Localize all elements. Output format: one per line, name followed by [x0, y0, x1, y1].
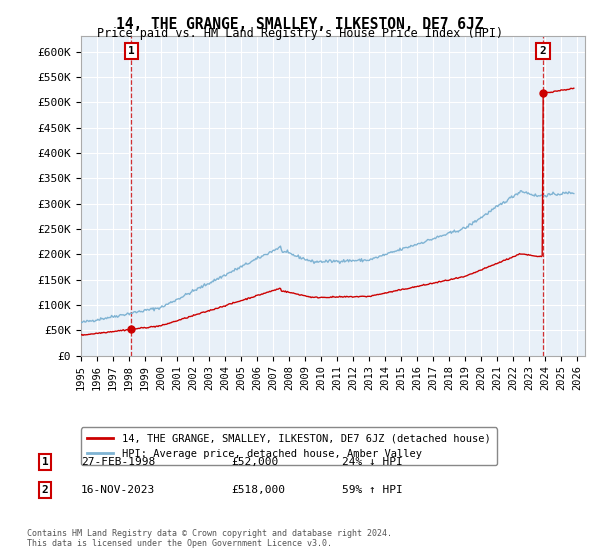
- Text: 1: 1: [128, 46, 135, 56]
- Text: 2: 2: [41, 485, 49, 495]
- Text: 27-FEB-1998: 27-FEB-1998: [81, 457, 155, 467]
- Text: £518,000: £518,000: [231, 485, 285, 495]
- Text: 14, THE GRANGE, SMALLEY, ILKESTON, DE7 6JZ: 14, THE GRANGE, SMALLEY, ILKESTON, DE7 6…: [116, 17, 484, 32]
- Text: 59% ↑ HPI: 59% ↑ HPI: [342, 485, 403, 495]
- Text: Price paid vs. HM Land Registry's House Price Index (HPI): Price paid vs. HM Land Registry's House …: [97, 27, 503, 40]
- Text: £52,000: £52,000: [231, 457, 278, 467]
- Text: 1: 1: [41, 457, 49, 467]
- Text: Contains HM Land Registry data © Crown copyright and database right 2024.: Contains HM Land Registry data © Crown c…: [27, 529, 392, 538]
- Text: 16-NOV-2023: 16-NOV-2023: [81, 485, 155, 495]
- Text: 24% ↓ HPI: 24% ↓ HPI: [342, 457, 403, 467]
- Text: 2: 2: [540, 46, 547, 56]
- Text: This data is licensed under the Open Government Licence v3.0.: This data is licensed under the Open Gov…: [27, 539, 332, 548]
- Legend: 14, THE GRANGE, SMALLEY, ILKESTON, DE7 6JZ (detached house), HPI: Average price,: 14, THE GRANGE, SMALLEY, ILKESTON, DE7 6…: [81, 427, 497, 465]
